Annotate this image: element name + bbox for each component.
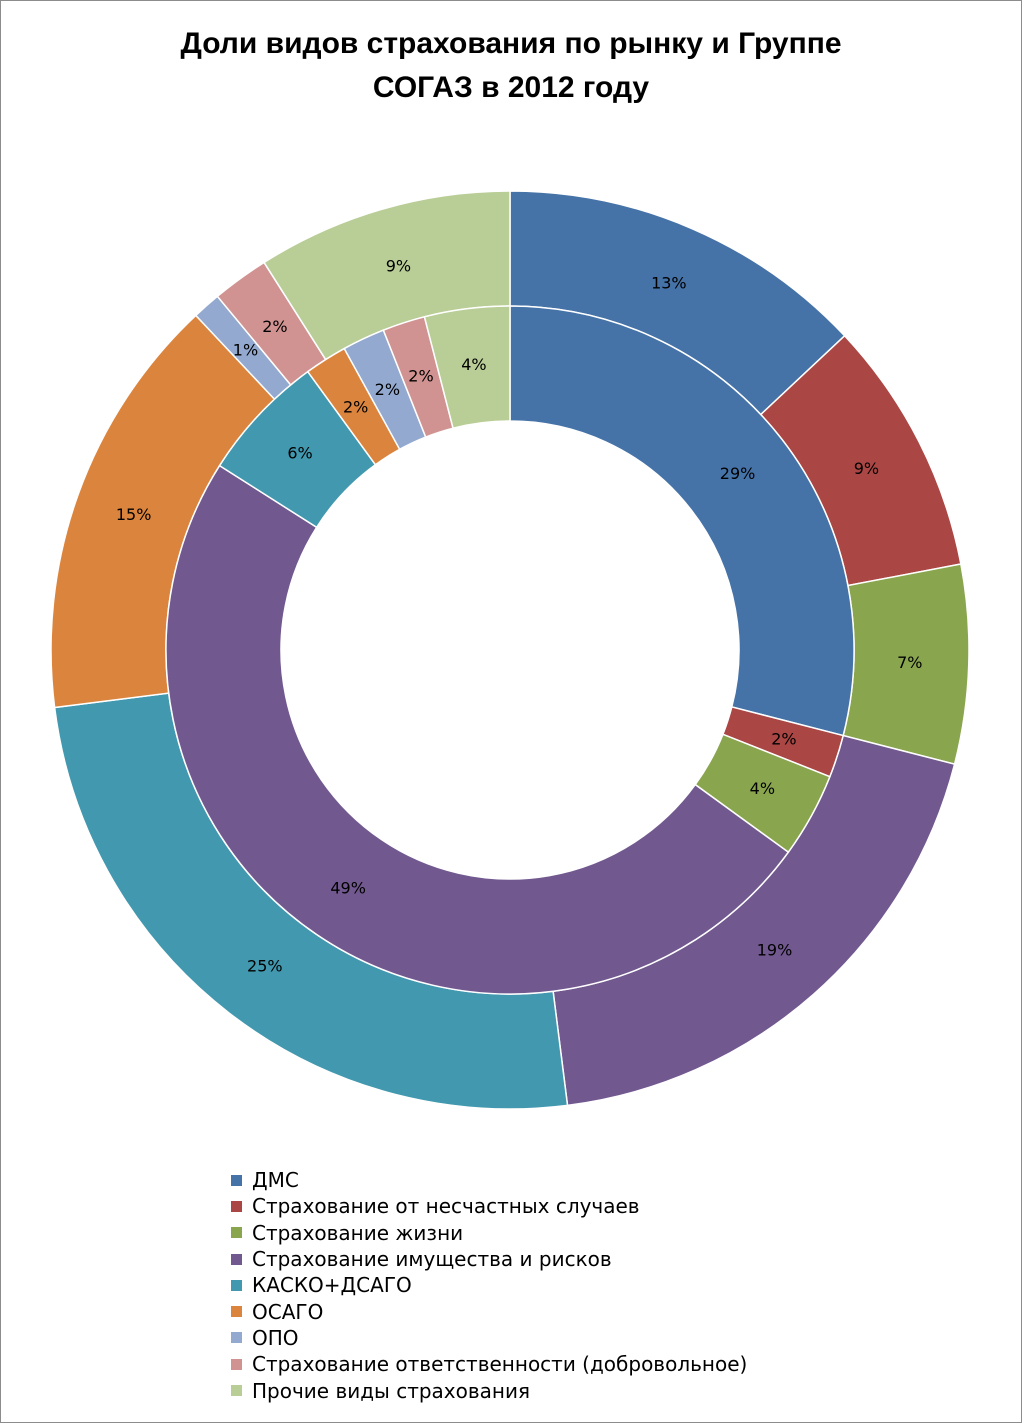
outer-slice-label-1: 13% — [651, 273, 687, 292]
inner-slice-label-3: 4% — [750, 779, 775, 798]
legend-label: Страхование от несчастных случаев — [252, 1194, 640, 1219]
legend-item-5: КАСКО+ДСАГО — [231, 1272, 747, 1298]
legend-item-7: ОПО — [231, 1325, 747, 1351]
legend-label: ОПО — [252, 1325, 299, 1350]
legend-swatch — [231, 1332, 242, 1344]
inner-slice-1 — [509, 305, 855, 737]
legend-item-3: Страхование жизни — [231, 1220, 747, 1246]
legend-item-2: Страхование от несчастных случаев — [231, 1193, 747, 1219]
legend-swatch — [231, 1227, 242, 1239]
outer-slice-label-3: 7% — [897, 653, 922, 672]
legend-label: ДМС — [252, 1168, 299, 1193]
legend-swatch — [231, 1385, 242, 1397]
legend-item-4: Страхование имущества и рисков — [231, 1246, 747, 1272]
legend-item-8: Страхование ответственности (добровольно… — [231, 1351, 747, 1377]
outer-slice-label-4: 19% — [757, 941, 793, 960]
legend-label: ОСАГО — [252, 1299, 324, 1324]
outer-slice-label-7: 1% — [233, 340, 258, 359]
inner-slice-label-1: 29% — [720, 464, 756, 483]
chart-legend: ДМС Страхование от несчастных случаев Стра… — [231, 1167, 747, 1404]
chart-title: Доли видов страхования по рынку и Группе… — [0, 22, 1022, 110]
outer-slice-label-6: 15% — [116, 505, 152, 524]
legend-swatch — [231, 1200, 242, 1212]
inner-slice-label-5: 6% — [287, 443, 312, 462]
legend-item-9: Прочие виды страхования — [231, 1377, 747, 1403]
legend-label: Страхование ответственности (добровольно… — [252, 1352, 748, 1377]
legend-swatch — [231, 1358, 242, 1370]
legend-swatch — [231, 1253, 242, 1265]
legend-item-1: ДМС — [231, 1167, 747, 1193]
inner-slice-label-6: 2% — [343, 397, 368, 416]
outer-slice-label-2: 9% — [854, 459, 879, 478]
inner-slice-4 — [165, 464, 790, 995]
inner-slice-label-7: 2% — [375, 380, 400, 399]
inner-slice-9 — [423, 305, 511, 430]
legend-swatch — [231, 1174, 242, 1186]
chart-title-line-2: СОГАЗ в 2012 году — [372, 71, 650, 104]
donut-chart: 13%9%7%19%25%15%1%2%9%29%2%4%49%6%2%2%2%… — [50, 190, 970, 1110]
inner-slice-label-2: 2% — [771, 729, 796, 748]
legend-swatch — [231, 1306, 242, 1318]
legend-label: КАСКО+ДСАГО — [252, 1273, 412, 1298]
inner-slice-label-8: 2% — [408, 367, 433, 386]
legend-item-6: ОСАГО — [231, 1298, 747, 1324]
inner-slice-label-4: 49% — [330, 879, 366, 898]
legend-swatch — [231, 1279, 242, 1291]
chart-title-line-1: Доли видов страхования по рынку и Группе — [180, 27, 842, 60]
inner-slice-label-9: 4% — [461, 355, 486, 374]
legend-label: Прочие виды страхования — [252, 1378, 531, 1403]
outer-slice-label-8: 2% — [262, 317, 287, 336]
legend-label: Страхование жизни — [252, 1220, 464, 1245]
outer-slice-label-9: 9% — [386, 256, 411, 275]
outer-slice-label-5: 25% — [247, 957, 283, 976]
legend-label: Страхование имущества и рисков — [252, 1247, 612, 1272]
